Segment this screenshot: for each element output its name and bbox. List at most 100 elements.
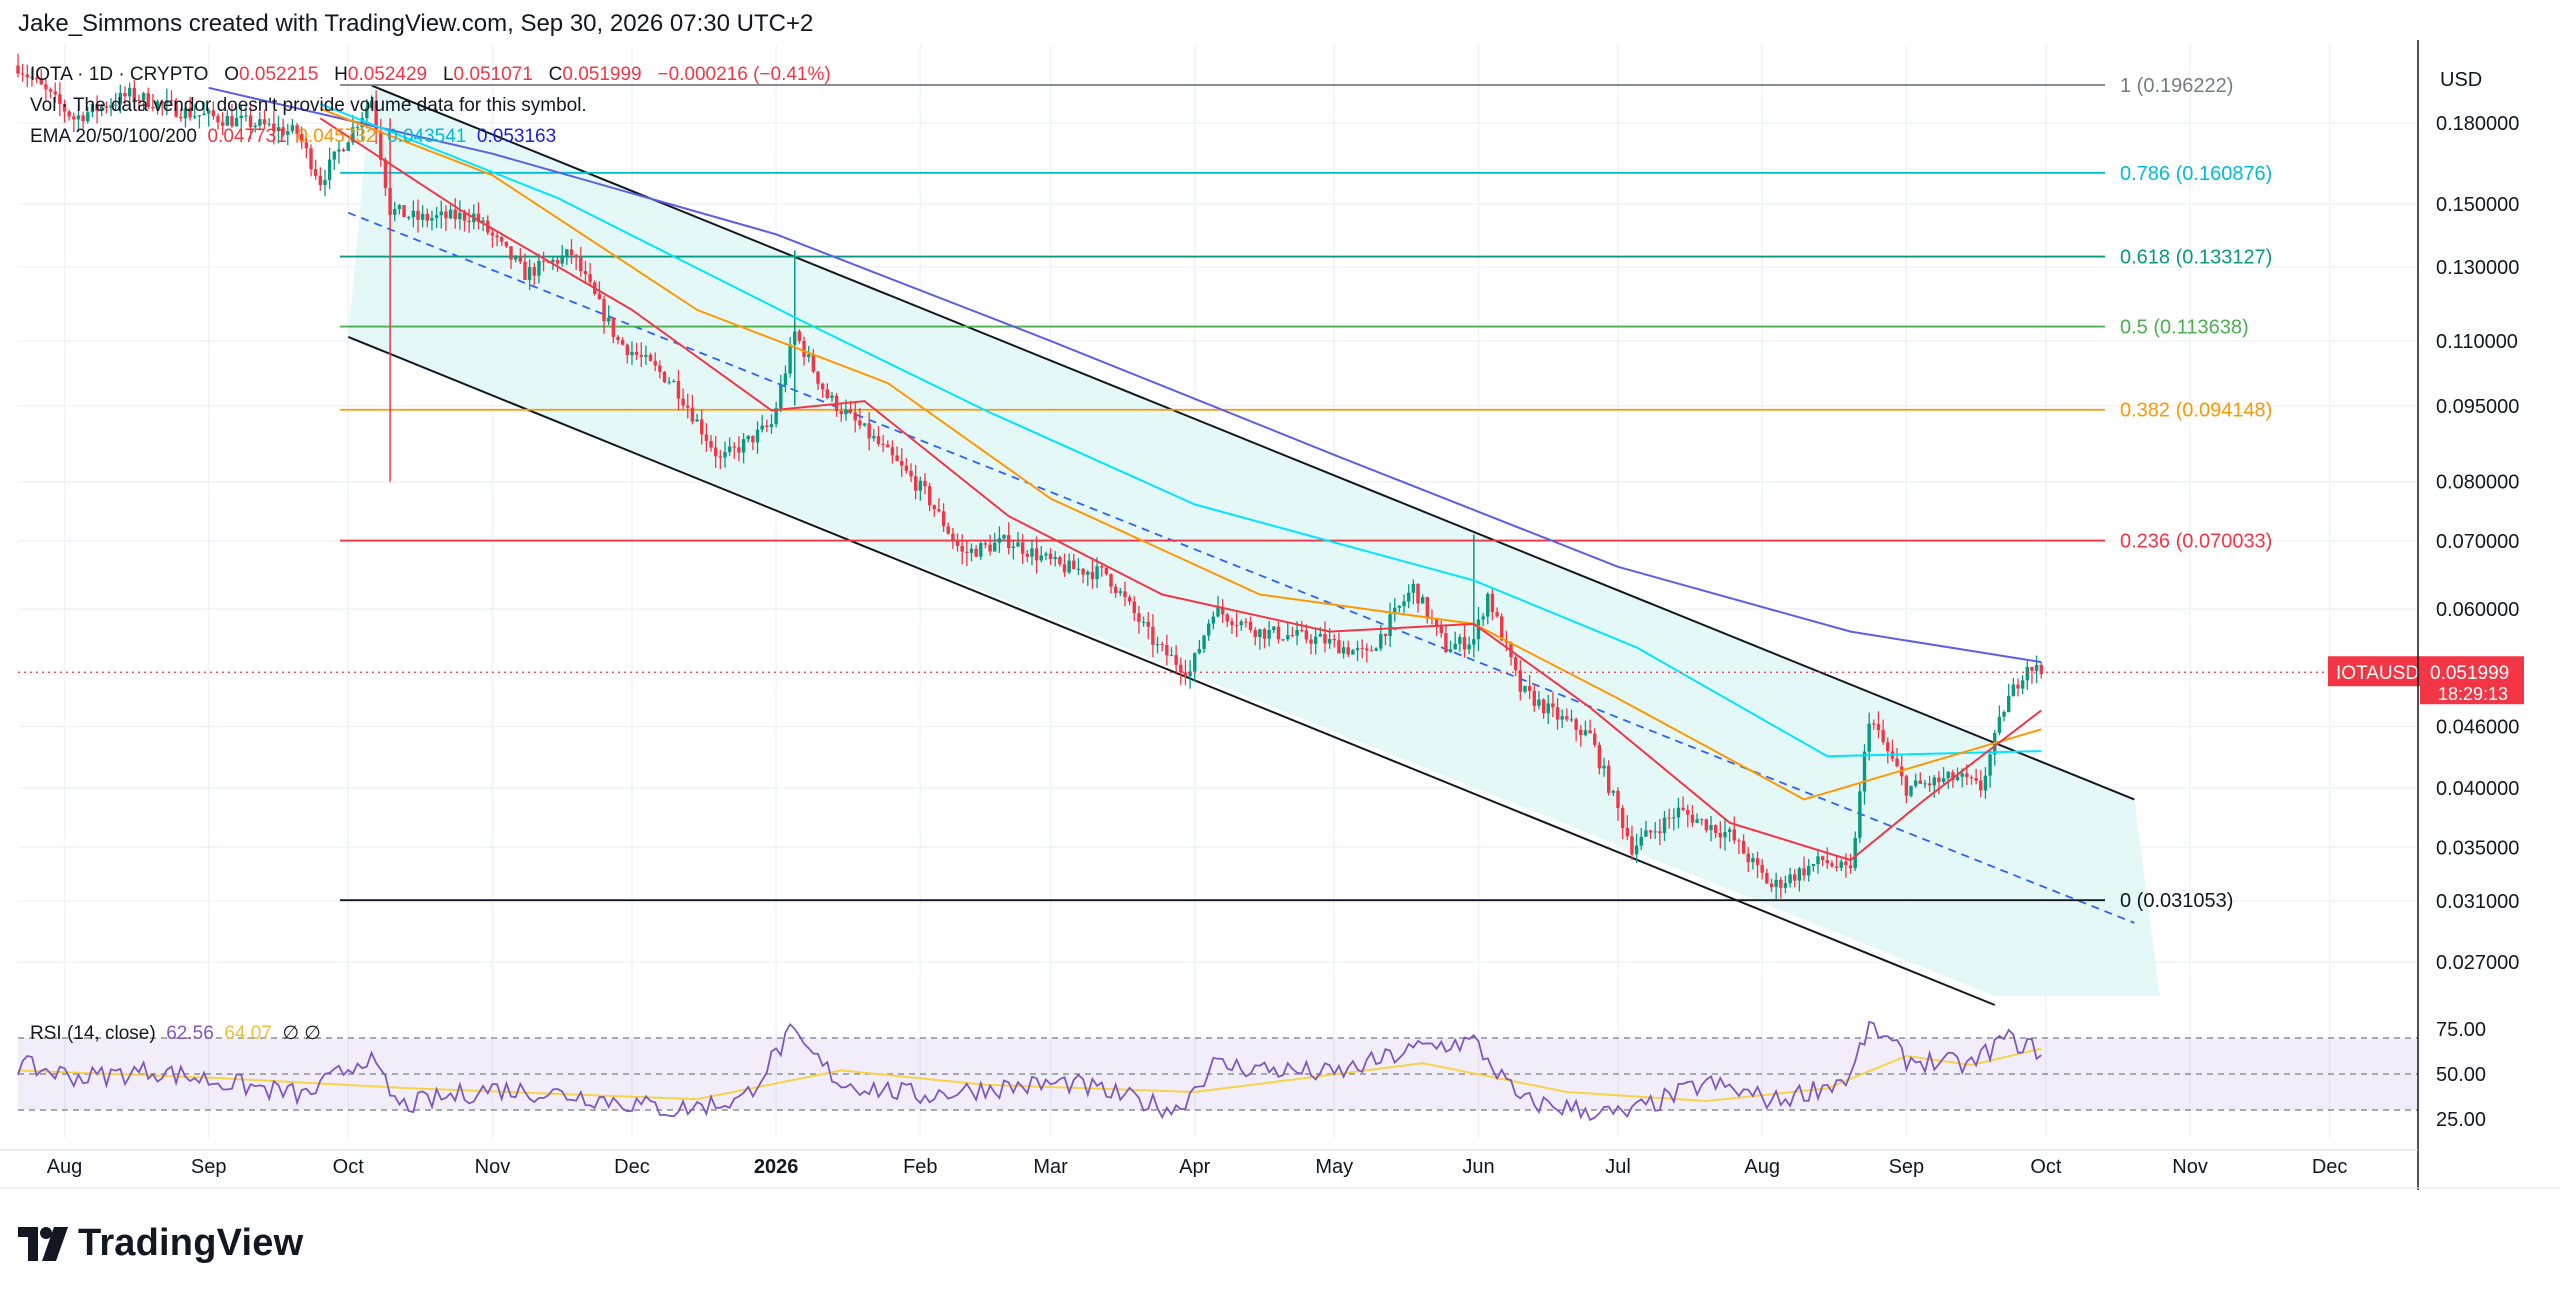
candle-body: [39, 78, 43, 85]
candle-body: [1081, 568, 1085, 575]
candle-body: [1788, 874, 1792, 884]
candle-body: [1118, 591, 1123, 593]
candle-body: [1365, 648, 1369, 651]
candle-body: [444, 211, 448, 219]
candle-body: [462, 212, 467, 221]
symbol-info[interactable]: IOTA · 1D · CRYPTO: [30, 64, 209, 85]
ema50-value: 0.045732: [297, 126, 377, 147]
candle-body: [1806, 865, 1811, 876]
candle-body: [1044, 553, 1048, 556]
candle-body: [118, 92, 123, 105]
candle-body: [872, 436, 876, 439]
ema100-value: 0.043541: [387, 126, 467, 147]
candle-body: [1700, 819, 1704, 821]
candle-body: [239, 115, 243, 119]
candle-body: [760, 425, 764, 430]
candle-body: [811, 354, 816, 372]
candle-body: [974, 548, 978, 557]
candle-body: [1072, 560, 1076, 570]
candle-body: [1402, 601, 1406, 606]
candle-body: [1090, 571, 1095, 580]
candle-body: [523, 261, 527, 280]
candle-body: [709, 440, 713, 448]
candle-body: [34, 78, 39, 80]
candle-body: [932, 505, 936, 510]
candle-body: [1718, 832, 1723, 838]
candle-body: [267, 123, 271, 125]
candle-body: [900, 460, 904, 466]
candle-body: [574, 255, 578, 258]
time-tick-0: Aug: [47, 1156, 83, 1178]
candle-body: [58, 94, 62, 104]
candle-body: [765, 425, 769, 428]
candle-body: [1248, 621, 1253, 631]
candle-body: [1965, 773, 1969, 778]
candle-body: [109, 105, 113, 108]
candle-body: [969, 548, 974, 553]
candle-body: [1379, 633, 1383, 649]
candle-body: [1951, 772, 1955, 781]
candle-body: [1113, 586, 1118, 593]
candle-body: [913, 476, 918, 491]
candle-body: [309, 148, 313, 170]
ema100-line: [319, 102, 2042, 758]
fib-retracement[interactable]: 1 (0.196222) 0.786 (0.160876) 0.618 (0.133…: [340, 75, 2272, 912]
legend-ema[interactable]: EMA 20/50/100/200 0.047731 0.045732 0.04…: [30, 126, 556, 148]
candle-body: [1825, 860, 1830, 864]
tradingview-logo[interactable]: TradingView: [18, 1222, 303, 1265]
fib-label-0.382: 0.382 (0.094148): [2120, 400, 2272, 422]
candle-body: [1983, 775, 1988, 791]
ema-label[interactable]: EMA 20/50/100/200: [30, 126, 197, 147]
candle-body: [1179, 664, 1183, 673]
candle-body: [113, 104, 118, 106]
last-price-value: 0.051999: [2430, 663, 2509, 684]
candle-body: [197, 115, 202, 117]
candle-body: [583, 271, 588, 275]
last-price-tag: [2420, 656, 2524, 705]
candle-body: [839, 411, 843, 415]
candle-body: [1932, 777, 1936, 786]
tradingview-wordmark: TradingView: [78, 1222, 304, 1264]
candle-body: [634, 351, 639, 355]
candle-body: [746, 435, 750, 440]
candle-body: [1918, 780, 1923, 784]
candle-body: [690, 407, 695, 422]
candle-body: [1295, 630, 1299, 636]
candle-body: [1513, 657, 1518, 671]
candle-body: [965, 551, 969, 553]
candle-body: [1634, 845, 1639, 855]
candle-body: [1337, 640, 1341, 654]
candle-body: [211, 110, 216, 117]
legend-main[interactable]: IOTA · 1D · CRYPTO O0.052215 H0.052429 L…: [30, 64, 831, 86]
candle-body: [127, 87, 132, 97]
candle-body: [1546, 703, 1550, 714]
candle-body: [327, 159, 332, 181]
candle-body: [1974, 778, 1978, 781]
candle-body: [1481, 616, 1485, 620]
candle-body: [1188, 671, 1192, 677]
legend-rsi[interactable]: RSI (14, close) 62.56 64.07 ∅ ∅: [30, 1022, 321, 1045]
rsi-extra: ∅ ∅: [282, 1023, 321, 1044]
price-tick-4: 0.095000: [2436, 396, 2519, 418]
candle-body: [960, 545, 964, 552]
candle-body: [397, 205, 402, 209]
rsi-label[interactable]: RSI (14, close): [30, 1023, 156, 1044]
candle-body: [1886, 742, 1890, 752]
candle-body: [1141, 621, 1146, 623]
candle-body: [551, 260, 555, 263]
candle-body: [1644, 830, 1648, 837]
candle-body: [1723, 831, 1727, 838]
fib-label-1: 1 (0.196222): [2120, 75, 2233, 97]
candle-body: [1523, 686, 1527, 692]
candle-body: [253, 125, 257, 128]
candle-body: [351, 127, 355, 143]
candle-body: [123, 92, 127, 97]
candle-body: [1462, 637, 1467, 650]
candle-body: [490, 232, 495, 236]
low-label: L: [442, 64, 454, 85]
candle-body: [886, 444, 890, 448]
candle-body: [1258, 629, 1262, 638]
candle-body: [1569, 719, 1574, 721]
candle-body: [1820, 856, 1825, 861]
